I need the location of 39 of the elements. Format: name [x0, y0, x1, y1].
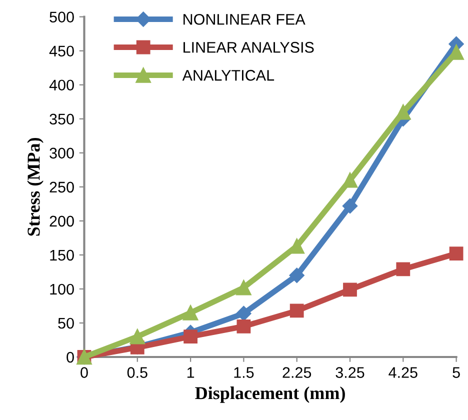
y-tick-label: 500	[50, 12, 74, 22]
y-axis-title: Stress (MPa)	[27, 138, 44, 236]
point	[290, 304, 304, 318]
y-tick-label: 350	[50, 114, 74, 125]
point	[396, 262, 410, 276]
y-tick-label: 300	[50, 148, 74, 159]
point	[396, 104, 411, 120]
y-tick-label: 100	[50, 284, 74, 295]
point	[182, 305, 198, 320]
point	[342, 198, 358, 214]
point	[289, 268, 304, 283]
point	[342, 172, 358, 188]
point	[289, 238, 304, 254]
legend-label: ANALYTICAL	[182, 70, 274, 81]
point	[184, 330, 198, 344]
y-tick-label: 50	[58, 318, 74, 329]
y-tick-label: 250	[50, 182, 74, 193]
x-tick-label: 0	[80, 367, 88, 378]
legend-label: NONLINEAR FEA	[184, 14, 306, 25]
y-tick-label: 400	[49, 80, 74, 91]
x-tick-label: 2.25	[282, 367, 312, 378]
point	[236, 306, 252, 322]
x-tick-label: 1.5	[234, 367, 254, 378]
point	[236, 319, 251, 334]
y-tick-label: 450	[49, 46, 74, 57]
y-tick-label: 150	[50, 250, 74, 261]
x-tick-label: 0.5	[127, 367, 148, 378]
y-tick-label: 0	[66, 352, 74, 363]
x-tick-label: 5	[452, 367, 460, 378]
point	[130, 328, 146, 344]
legend-label: LINEAR ANALYSIS	[184, 42, 314, 53]
y-tick-label: 200	[50, 216, 74, 227]
point	[343, 282, 357, 297]
point	[236, 280, 252, 296]
x-tick-label: 1	[187, 367, 194, 378]
point	[449, 246, 464, 261]
x-axis-title: Displacement (mm)	[195, 386, 345, 403]
x-tick-label: 4.25	[388, 367, 418, 378]
x-tick-label: 3.25	[336, 367, 364, 378]
